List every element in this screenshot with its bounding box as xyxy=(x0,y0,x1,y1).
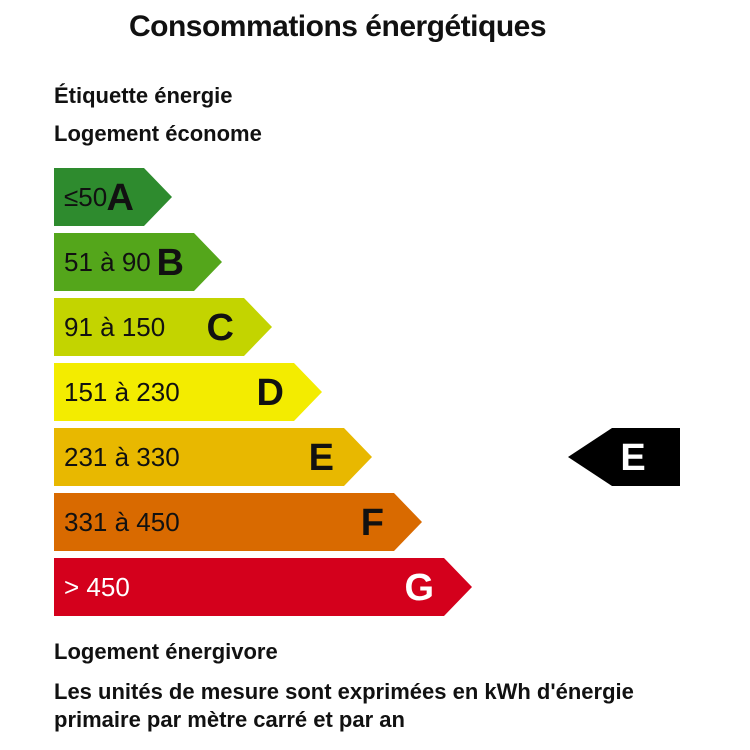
rating-bar-a xyxy=(54,168,172,226)
rating-letter-label: E xyxy=(309,437,334,479)
rating-bar-e xyxy=(54,428,372,486)
rating-range-label: 231 à 330 xyxy=(64,442,180,472)
rating-range-label: 51 à 90 xyxy=(64,247,151,277)
rating-row-g: > 450 G xyxy=(54,558,472,616)
rating-range-label: ≤50 xyxy=(64,182,107,212)
rating-row-f: 331 à 450 F xyxy=(54,493,422,551)
rating-bar-b xyxy=(54,233,222,291)
rating-letter-label: F xyxy=(361,502,384,544)
rating-range-label: > 450 xyxy=(64,572,130,602)
rating-letter-label: G xyxy=(404,567,434,609)
rating-row-d: 151 à 230 D xyxy=(54,363,322,421)
rating-bar-f xyxy=(54,493,422,551)
rating-letter-label: A xyxy=(107,177,134,219)
rating-bar-g xyxy=(54,558,472,616)
rating-row-a: ≤50 A xyxy=(54,168,172,226)
energy-intensive-caption: Logement énergivore xyxy=(54,639,278,664)
rating-letter-label: C xyxy=(207,307,234,349)
rating-row-e: 231 à 330 E xyxy=(54,428,372,486)
current-rating-marker: E xyxy=(568,428,680,486)
current-rating-letter: E xyxy=(620,437,645,479)
rating-bar-d xyxy=(54,363,322,421)
rating-range-label: 151 à 230 xyxy=(64,377,180,407)
rating-letter-label: D xyxy=(257,372,284,414)
economical-caption: Logement économe xyxy=(54,121,262,146)
units-note: Les unités de mesure sont exprimées en k… xyxy=(54,679,634,732)
label-title: Étiquette énergie xyxy=(54,83,233,108)
rating-range-label: 91 à 150 xyxy=(64,312,165,342)
rating-row-c: 91 à 150 C xyxy=(54,298,272,356)
page-title: Consommations énergétiques xyxy=(128,10,547,43)
rating-bar-c xyxy=(54,298,272,356)
current-rating-arrow xyxy=(568,428,680,486)
rating-range-label: 331 à 450 xyxy=(64,507,180,537)
rating-letter-label: B xyxy=(157,242,184,284)
rating-row-b: 51 à 90 B xyxy=(54,233,222,291)
